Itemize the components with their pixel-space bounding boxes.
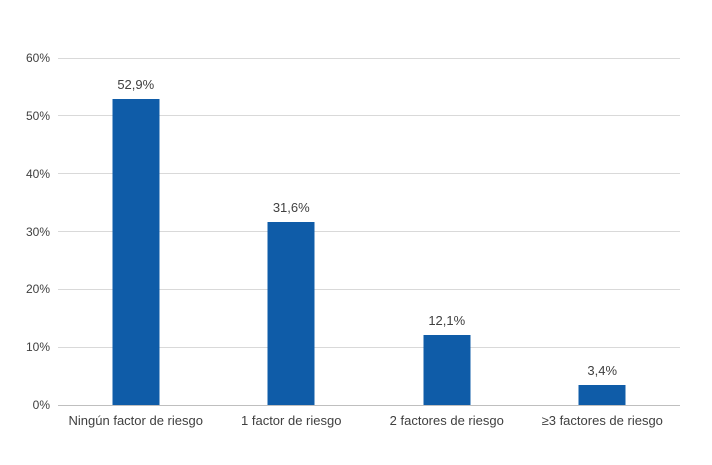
category-slice: 3,4% bbox=[525, 58, 681, 405]
bar-2 bbox=[267, 222, 315, 405]
category-slice: 12,1% bbox=[369, 58, 525, 405]
ytick-label-0: 0% bbox=[32, 398, 50, 412]
gridline-40 bbox=[58, 173, 680, 175]
bar-4 bbox=[578, 385, 626, 405]
bar-1 bbox=[112, 99, 160, 405]
ytick-label-50: 50% bbox=[25, 108, 50, 123]
ytick-label-30: 30% bbox=[25, 224, 50, 239]
ytick-label-20: 20% bbox=[25, 282, 50, 297]
gridline-10 bbox=[58, 346, 680, 348]
gridline-30 bbox=[58, 231, 680, 232]
x-axis-line bbox=[58, 404, 680, 406]
category-label: 1 factor de riesgo bbox=[241, 413, 342, 428]
plot-area: 52,9% 31,6% 12,1% 3,4% bbox=[58, 57, 681, 406]
bar-value-label: 3,4% bbox=[587, 363, 618, 379]
category-label: Ningún factor de riesgo bbox=[68, 413, 203, 428]
gridline-20 bbox=[58, 288, 680, 290]
gridline-60 bbox=[58, 57, 680, 59]
ytick-label-40: 40% bbox=[25, 166, 50, 181]
category-slice: 52,9% bbox=[58, 58, 214, 405]
category-label: 2 factores de riesgo bbox=[389, 413, 504, 428]
gridline-50 bbox=[58, 115, 680, 117]
bar-value-label: 31,6% bbox=[272, 200, 310, 216]
bar-value-label: 52,9% bbox=[117, 77, 155, 93]
category-slice: 31,6% bbox=[214, 58, 370, 405]
bar-3 bbox=[423, 335, 471, 405]
bar-value-label: 12,1% bbox=[428, 313, 466, 329]
category-label: ≥3 factores de riesgo bbox=[541, 413, 663, 428]
ytick-label-60: 60% bbox=[25, 51, 50, 65]
ytick-label-10: 10% bbox=[25, 340, 50, 355]
